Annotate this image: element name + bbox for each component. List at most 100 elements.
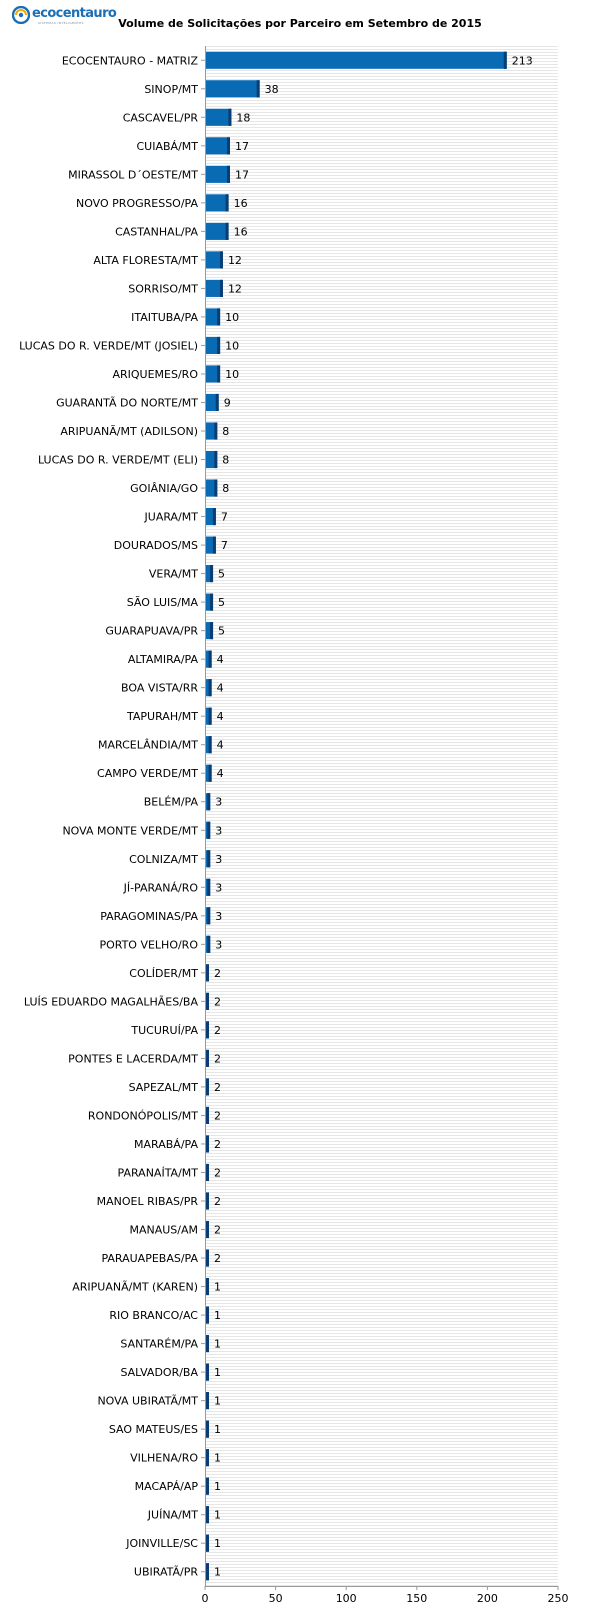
data-label: 17 <box>235 140 249 153</box>
bar <box>206 508 216 526</box>
category-label: JOINVILLE/SC <box>125 1537 198 1550</box>
bar <box>206 165 231 183</box>
bar-edge <box>206 1106 209 1124</box>
data-label: 3 <box>215 881 222 894</box>
category-label: CASTANHAL/PA <box>115 225 198 238</box>
data-label: 12 <box>228 254 242 267</box>
bar <box>206 279 223 297</box>
category-label: SALVADOR/BA <box>120 1366 198 1379</box>
bar <box>206 194 229 212</box>
bar-edge <box>225 222 229 240</box>
bar-edge <box>210 593 214 611</box>
bar <box>206 108 232 126</box>
bar-edge <box>208 650 212 668</box>
data-label: 8 <box>222 482 229 495</box>
chart-title-wrap: Volume de Solicitações por Parceiro em S… <box>0 17 600 30</box>
bar-edge <box>206 1049 209 1067</box>
bar <box>206 336 221 354</box>
data-label: 1 <box>214 1309 221 1322</box>
bar-edge <box>206 1135 209 1153</box>
logo-tagline: SISTEMAS INTELIGENTES <box>38 21 84 25</box>
category-label: JUÍNA/MT <box>147 1509 198 1522</box>
bar-edge <box>217 365 221 383</box>
data-label: 1 <box>214 1338 221 1351</box>
category-label: ARIPUANÃ/MT (KAREN) <box>72 1281 198 1294</box>
data-label: 1 <box>214 1537 221 1550</box>
category-label: MIRASSOL D´OESTE/MT <box>68 168 198 181</box>
data-label: 4 <box>217 710 224 723</box>
bar-edge <box>217 336 221 354</box>
data-label: 2 <box>214 1252 221 1265</box>
category-label: SORRISO/MT <box>128 282 198 295</box>
bar-edge <box>228 108 232 126</box>
bar-edge <box>214 479 218 497</box>
data-label: 3 <box>215 853 222 866</box>
bar-edge <box>214 422 218 440</box>
bar-edge <box>206 992 209 1010</box>
bar-edge <box>206 1306 209 1324</box>
data-label: 1 <box>214 1395 221 1408</box>
category-label: SAO MATEUS/ES <box>109 1423 198 1436</box>
bar-edge <box>215 393 219 412</box>
bar <box>206 393 219 412</box>
data-label: 4 <box>217 653 224 666</box>
data-label: 4 <box>217 739 224 752</box>
category-label: LUCAS DO R. VERDE/MT (ELI) <box>38 454 198 467</box>
category-label: SANTARÉM/PA <box>120 1338 198 1351</box>
data-label: 1 <box>214 1452 221 1465</box>
category-label: VERA/MT <box>149 568 198 581</box>
category-label: CUIABÁ/MT <box>137 140 199 153</box>
category-label: MARCELÂNDIA/MT <box>98 739 198 752</box>
data-label: 5 <box>218 596 225 609</box>
category-label: ITAITUBA/PA <box>131 311 198 324</box>
category-label: PARAUAPEBAS/PA <box>101 1252 198 1265</box>
bar-edge <box>225 194 229 212</box>
bar <box>206 308 221 326</box>
category-label: GUARANTÃ DO NORTE/MT <box>56 396 198 409</box>
bar <box>206 565 214 583</box>
category-label: MARABÁ/PA <box>134 1138 198 1151</box>
x-tick-label: 100 <box>336 1592 357 1605</box>
category-label: TUCURUÍ/PA <box>130 1024 198 1037</box>
bar <box>206 365 221 383</box>
bar-edge <box>206 1078 209 1096</box>
data-label: 12 <box>228 282 242 295</box>
category-label: RONDONÓPOLIS/MT <box>88 1109 198 1122</box>
data-label: 3 <box>215 938 222 951</box>
bar <box>206 622 214 640</box>
bar-edge <box>208 707 212 725</box>
bar-edge <box>207 850 211 868</box>
category-label: GUARAPUAVA/PR <box>105 625 198 638</box>
data-label: 7 <box>221 511 228 524</box>
data-label: 2 <box>214 1052 221 1065</box>
bar-edge <box>212 508 216 526</box>
category-label: BOA VISTA/RR <box>121 682 198 695</box>
category-label: ALTAMIRA/PA <box>128 653 199 666</box>
category-label: PARAGOMINAS/PA <box>100 910 198 923</box>
data-label: 1 <box>214 1509 221 1522</box>
data-label: 2 <box>214 1166 221 1179</box>
bar <box>206 479 218 497</box>
data-label: 2 <box>214 1195 221 1208</box>
x-tick-label: 50 <box>269 1592 283 1605</box>
data-label: 16 <box>234 197 248 210</box>
bar-edge <box>206 1163 209 1182</box>
data-label: 4 <box>217 767 224 780</box>
category-label: MANAUS/AM <box>129 1224 198 1237</box>
x-tick-label: 150 <box>406 1592 427 1605</box>
bar-edge <box>206 1563 209 1581</box>
category-label: GOIÂNIA/GO <box>130 482 198 495</box>
data-label: 1 <box>214 1480 221 1493</box>
bar-edge <box>210 565 214 583</box>
category-label: NOVA UBIRATÃ/MT <box>97 1395 198 1408</box>
bar-edge <box>206 1192 209 1210</box>
category-label: COLÍDER/MT <box>129 967 198 980</box>
data-label: 2 <box>214 1024 221 1037</box>
bar-edge <box>208 764 212 782</box>
bar-edge <box>206 1420 209 1438</box>
bar <box>206 536 216 554</box>
bar-edge <box>206 1335 209 1353</box>
category-label: SÃO LUIS/MA <box>127 596 199 609</box>
x-tick-label: 0 <box>202 1592 209 1605</box>
